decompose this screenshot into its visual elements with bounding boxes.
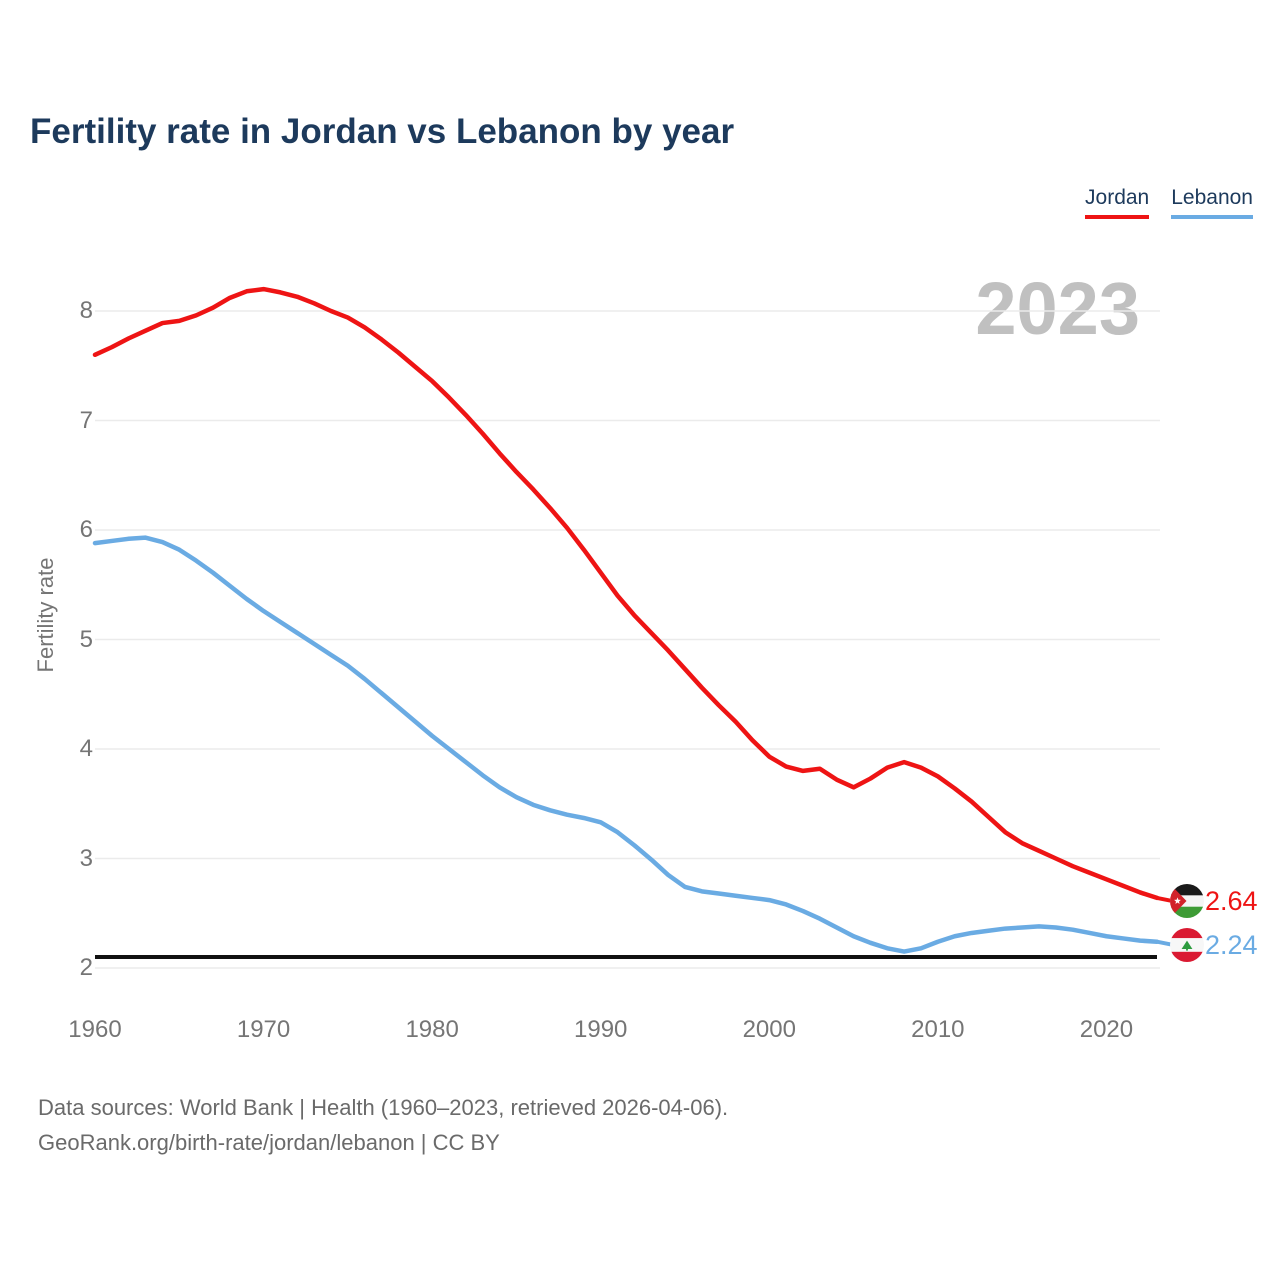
x-tick-label: 1990: [574, 1016, 628, 1043]
legend: Jordan Lebanon: [1085, 186, 1253, 219]
y-tick-label: 4: [79, 735, 93, 762]
y-tick-label: 2: [79, 954, 93, 981]
y-tick-label: 5: [79, 625, 93, 653]
x-tick-label: 2010: [911, 1016, 965, 1043]
y-tick-label: 3: [79, 844, 93, 872]
y-tick-label: 8: [79, 297, 93, 324]
x-tick-label: 1970: [236, 1016, 291, 1043]
jordan-line: [92, 286, 1160, 901]
footer-attribution-line: GeoRank.org/birth-rate/jordan/lebanon | …: [38, 1130, 500, 1155]
lebanon-connector: [1156, 939, 1173, 947]
lebanon-flag-icon: [1170, 927, 1204, 962]
jordan-end-value: 2.64: [1205, 885, 1258, 916]
lebanon-line: [92, 535, 1160, 954]
y-tick-label: 7: [79, 406, 93, 434]
year-watermark: 2023: [975, 267, 1140, 350]
x-tick-label: 1960: [68, 1016, 122, 1043]
footer-sources-line: Data sources: World Bank | Health (1960–…: [38, 1095, 729, 1120]
legend-item-lebanon[interactable]: Lebanon: [1171, 186, 1253, 219]
x-tick-label: 1980: [405, 1016, 459, 1043]
lebanon-end-value: 2.24: [1205, 929, 1258, 960]
jordan-flag-icon: [1170, 883, 1204, 918]
y-axis-title: Fertility rate: [33, 557, 58, 673]
chart-title: Fertility rate in Jordan vs Lebanon by y…: [30, 112, 735, 151]
gridlines: [95, 310, 1160, 969]
x-tick-label: 2020: [1079, 1016, 1134, 1043]
x-tick-label: 2000: [742, 1016, 796, 1043]
series-lines: [92, 286, 1173, 954]
jordan-connector: [1156, 895, 1173, 903]
footer: Data sources: World Bank | Health (1960–…: [38, 1090, 728, 1160]
legend-item-jordan[interactable]: Jordan: [1085, 186, 1150, 219]
y-tick-label: 6: [79, 516, 93, 543]
